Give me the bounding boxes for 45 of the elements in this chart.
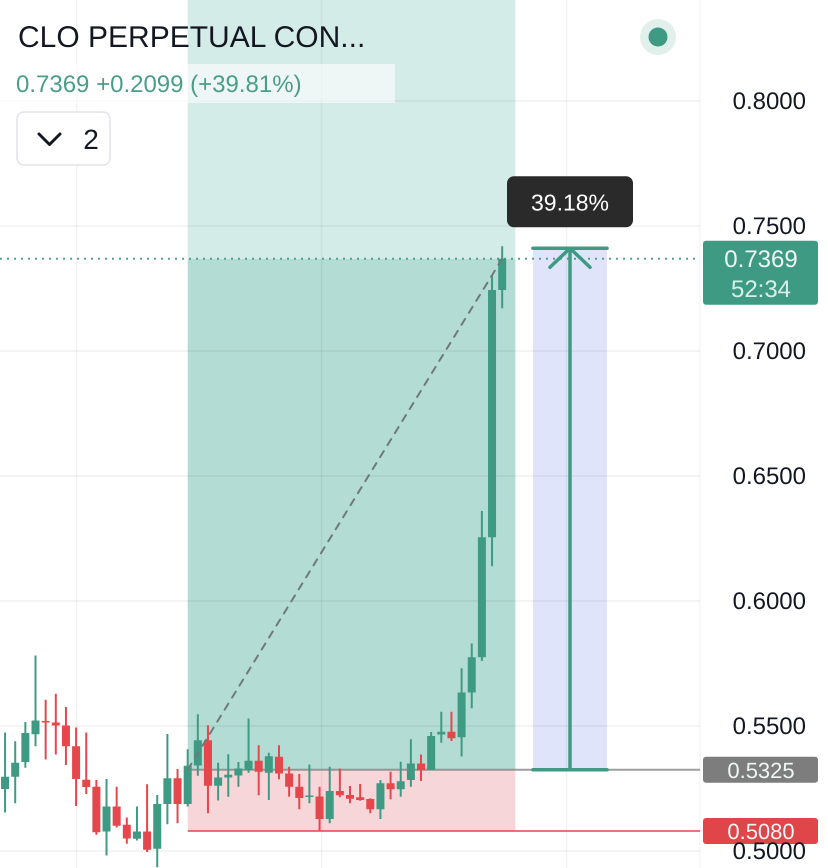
candlestick (406, 738, 415, 788)
text: CLO PERPETUAL CON... (18, 20, 366, 54)
y-tick-label: 0.5500 (732, 712, 806, 740)
candlestick (132, 806, 141, 842)
candlestick (254, 744, 263, 796)
candlestick (386, 770, 395, 800)
text: 52:34 (730, 275, 792, 302)
text: 0.7369 +0.2099 (+39.81%) (16, 70, 302, 98)
ref-line-label: 0.5080 (727, 818, 795, 844)
y-tick-label: 0.6500 (732, 462, 806, 490)
candlestick (32, 654, 40, 748)
y-tick-label: 0.7500 (732, 212, 806, 240)
candlestick (143, 783, 152, 853)
candlestick (285, 766, 294, 798)
y-tick-label: 0.8000 (732, 88, 806, 114)
candlestick (62, 706, 70, 766)
candlestick (1, 732, 10, 814)
candlestick (112, 786, 121, 828)
candlestick (274, 744, 283, 780)
candlestick (224, 753, 232, 798)
candlestick (356, 783, 364, 802)
candlestick (52, 692, 60, 756)
candlestick (366, 797, 374, 814)
candlestick (346, 785, 354, 804)
annotation: 2 (83, 124, 99, 154)
candlestick (295, 773, 304, 810)
candlestick (264, 752, 273, 801)
candlestick (42, 698, 50, 760)
ref-line-label: 0.7369 (724, 245, 798, 272)
annotation: 39.18% (530, 189, 610, 216)
candlestick (244, 718, 253, 774)
candlestick (305, 764, 314, 804)
candlestick (437, 710, 446, 744)
candlestick (447, 710, 456, 742)
y-tick-label: 0.6000 (732, 588, 806, 614)
y-tick-label: 0.7000 (732, 338, 806, 364)
candlestick (82, 732, 90, 795)
candlestick (336, 768, 344, 798)
candlestick (214, 762, 222, 802)
candlestick (396, 760, 405, 798)
ref-line-label: 0.5325 (727, 757, 795, 782)
candlestick (11, 740, 20, 804)
candlestick (122, 816, 131, 845)
candlestick (417, 754, 426, 782)
candlestick (234, 761, 242, 788)
